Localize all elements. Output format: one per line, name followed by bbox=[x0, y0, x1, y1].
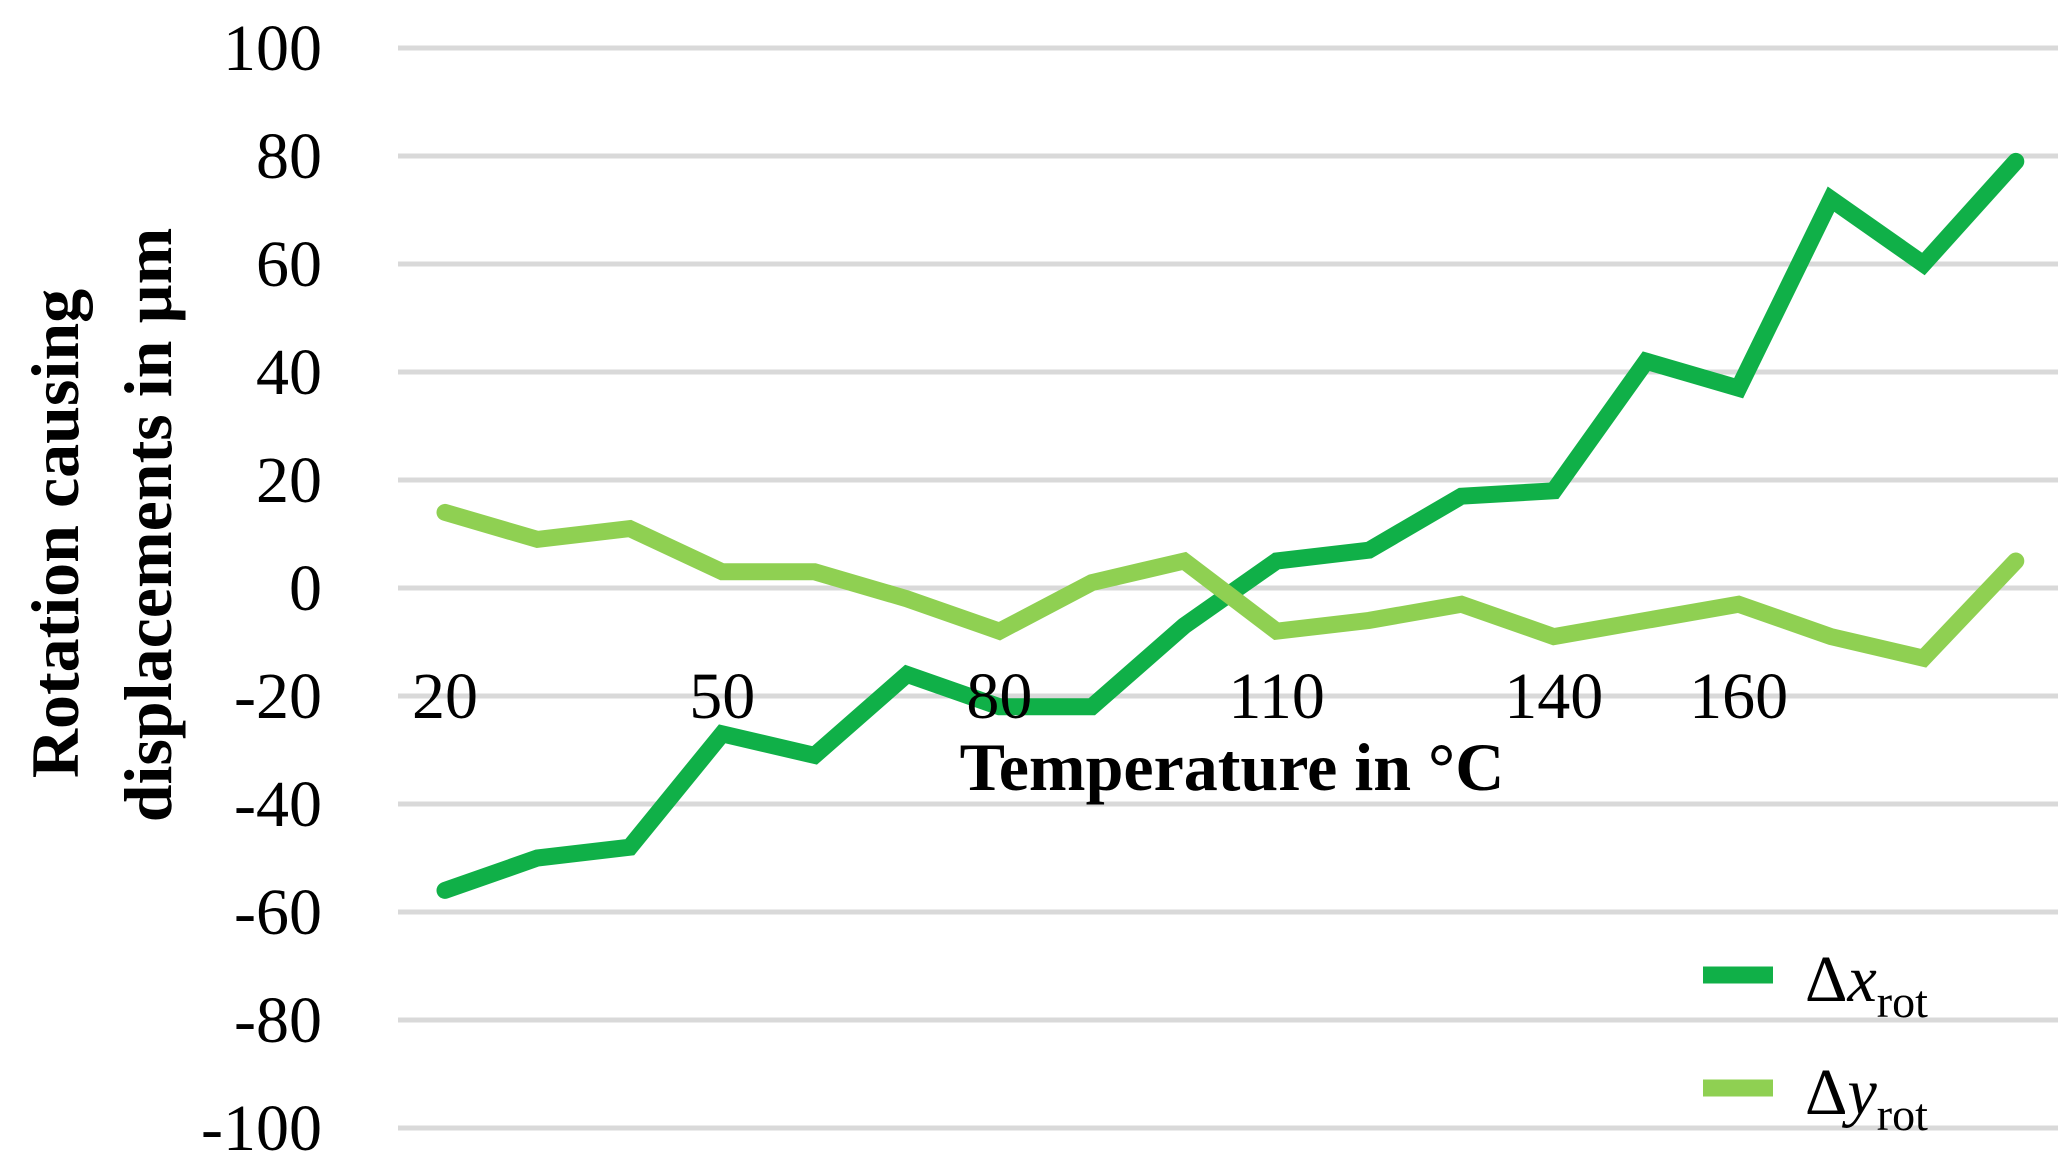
y-axis-title-line-1: Rotation causing bbox=[17, 289, 93, 778]
y-tick-label: 20 bbox=[256, 444, 322, 517]
y-tick-label: -60 bbox=[234, 876, 322, 949]
y-tick-label: 40 bbox=[256, 336, 322, 409]
y-tick-label: -80 bbox=[234, 984, 322, 1057]
y-tick-label: 0 bbox=[289, 552, 322, 625]
x-tick-label: 20 bbox=[412, 660, 478, 733]
y-tick-label: 60 bbox=[256, 228, 322, 301]
y-axis-title: Rotation causing displacements in µm bbox=[17, 228, 186, 823]
series-lines bbox=[436, 152, 2025, 899]
y-tick-label: -40 bbox=[234, 768, 322, 841]
y-tick-labels: 100 80 60 40 20 0 -20 -40 -60 -80 -100 bbox=[201, 12, 322, 1165]
series-line-delta-y-rot bbox=[436, 503, 2025, 668]
x-tick-label: 110 bbox=[1228, 660, 1325, 733]
legend-label-delta-y-rot: Δyrot bbox=[1805, 1056, 1928, 1140]
y-tick-label: 80 bbox=[256, 120, 322, 193]
legend-label-delta-x-rot: Δxrot bbox=[1805, 943, 1928, 1027]
svg-text:Rotation causing displ: Rotation causing displacements in µm bbox=[17, 228, 186, 823]
y-axis-title-line-2: displacements in µm bbox=[110, 228, 186, 823]
y-tick-label: -100 bbox=[201, 1092, 322, 1165]
x-tick-labels: 20 50 80 110 140 160 bbox=[412, 660, 1788, 733]
x-tick-label: 160 bbox=[1689, 660, 1788, 733]
x-tick-label: 50 bbox=[689, 660, 755, 733]
x-tick-label: 140 bbox=[1504, 660, 1603, 733]
y-tick-label: -20 bbox=[234, 660, 322, 733]
x-axis-title: Temperature in °C bbox=[960, 729, 1505, 805]
legend: Δxrot Δyrot bbox=[1703, 943, 1928, 1140]
x-tick-label: 80 bbox=[966, 660, 1032, 733]
y-tick-label: 100 bbox=[223, 12, 322, 85]
